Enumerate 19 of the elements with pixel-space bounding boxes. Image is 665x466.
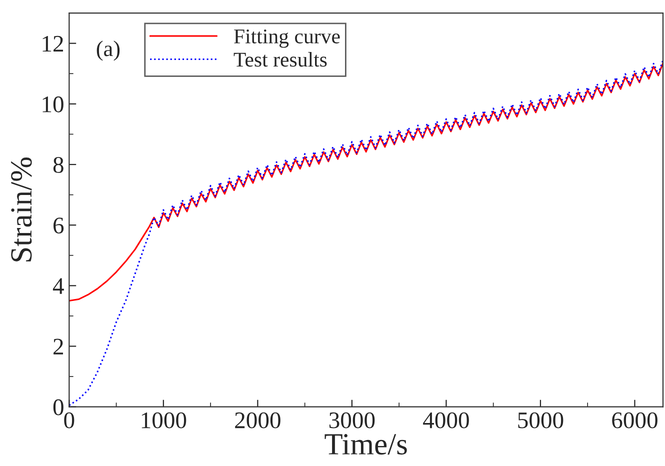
y-tick-label: 6 bbox=[54, 218, 64, 234]
y-tick-label: 10 bbox=[42, 96, 64, 112]
x-tick-label: 2000 bbox=[235, 412, 280, 428]
y-tick-label: 0 bbox=[53, 399, 64, 416]
y-tick-label: 2 bbox=[54, 338, 63, 354]
x-axis-title: Time/s bbox=[324, 434, 407, 455]
x-tick-label: 3000 bbox=[329, 412, 375, 428]
annotation: (a) bbox=[96, 40, 120, 61]
x-tick-label: 5000 bbox=[518, 412, 564, 428]
y-tick-label: 8 bbox=[53, 156, 64, 173]
y-axis-title: Strain/% bbox=[11, 158, 32, 262]
x-tick-label: 6000 bbox=[612, 412, 658, 428]
legend-label: Test results bbox=[234, 52, 327, 67]
x-tick-label: 0 bbox=[64, 412, 74, 428]
y-tick-label: 4 bbox=[52, 278, 64, 294]
x-tick-label: 1000 bbox=[142, 412, 186, 428]
y-tick-label: 12 bbox=[42, 36, 63, 52]
x-tick-label: 4000 bbox=[423, 412, 469, 428]
legend-label: Fitting curve bbox=[234, 29, 340, 48]
